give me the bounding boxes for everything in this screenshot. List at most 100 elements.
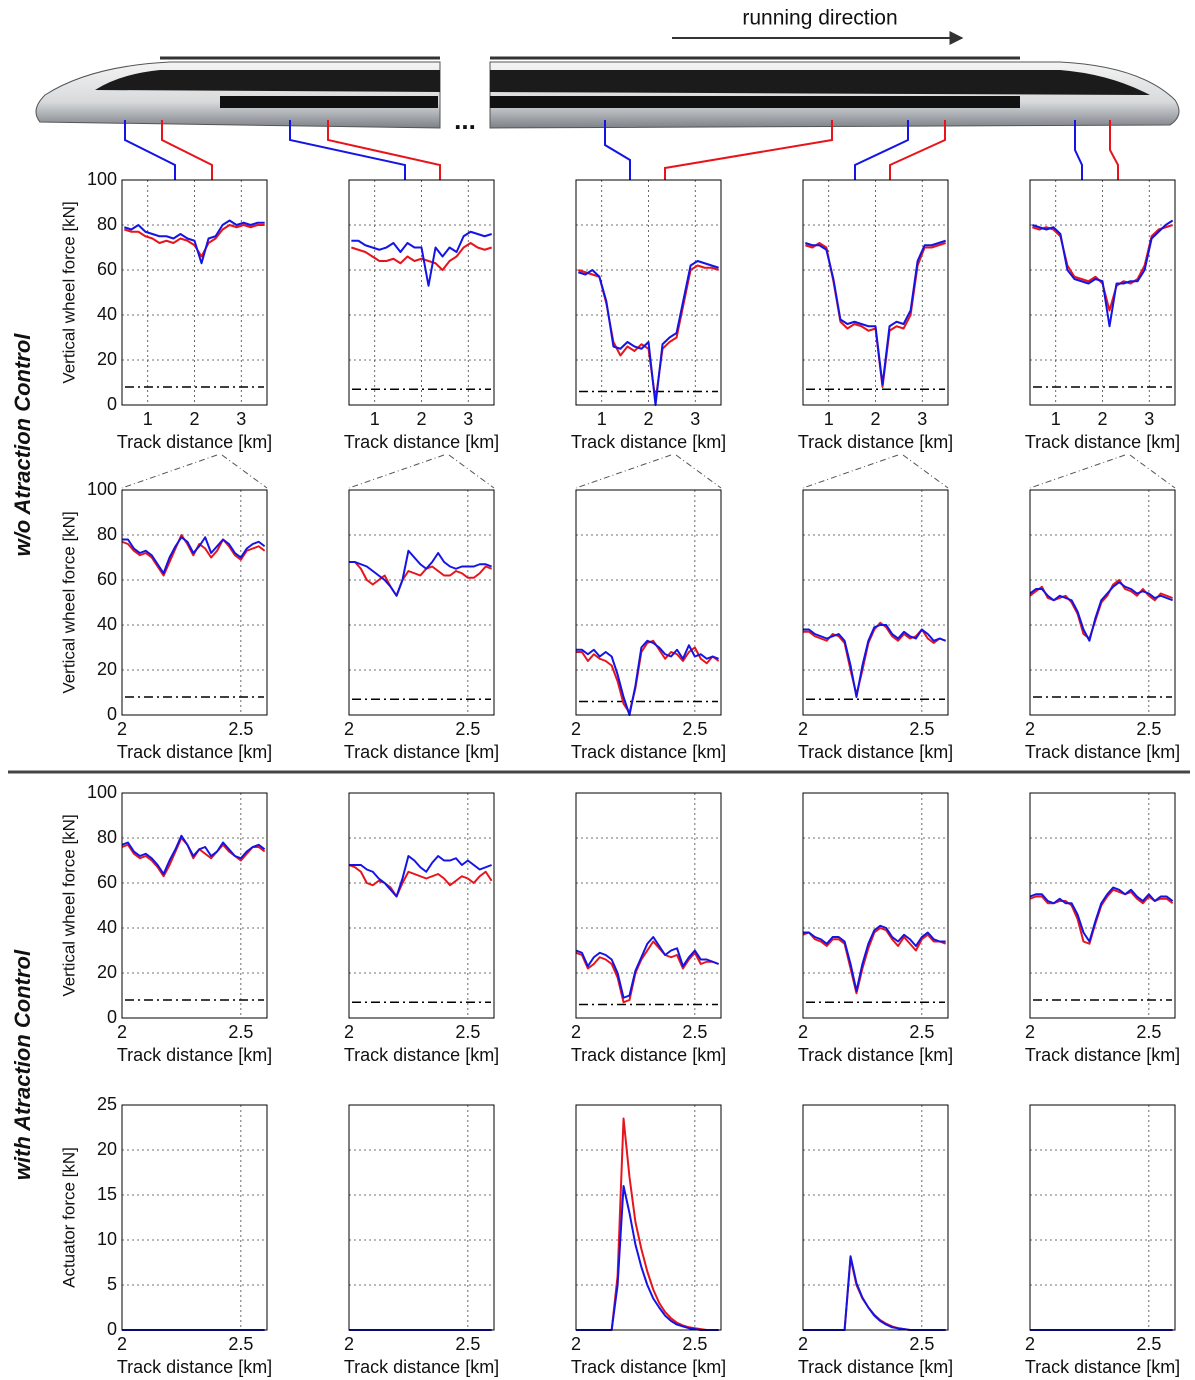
- x-tick-label: 2: [571, 1022, 581, 1042]
- plot-area: [122, 490, 267, 715]
- x-tick-label: 2.5: [455, 1022, 480, 1042]
- plot-frame: [1029, 489, 1176, 716]
- group-label: w/o Atraction Control: [10, 333, 35, 557]
- x-tick-label: 1: [143, 409, 153, 429]
- ellipsis: ...: [454, 105, 476, 135]
- plot-area: [576, 180, 721, 405]
- direction-label: running direction: [742, 7, 897, 30]
- series-line: [349, 855, 492, 898]
- x-tick-label: 2: [416, 409, 426, 429]
- x-tick-label: 2.5: [455, 719, 480, 739]
- plot-area: [349, 793, 494, 1018]
- x-tick-label: 2: [189, 409, 199, 429]
- plot-area: [122, 1105, 267, 1330]
- x-tick-label: 2: [1025, 1022, 1035, 1042]
- plot-area: [803, 180, 948, 405]
- series-line: [578, 260, 719, 406]
- series-line: [803, 624, 946, 698]
- plot-frame: [802, 489, 949, 716]
- group-label: with Atraction Control: [10, 949, 35, 1180]
- plot-frame: [802, 1104, 949, 1331]
- series-line: [121, 534, 266, 577]
- series-line: [121, 837, 266, 878]
- x-tick-label: 2: [117, 1334, 127, 1354]
- zoom-connector: [121, 454, 218, 489]
- x-axis-label: Track distance [km]: [1025, 1357, 1180, 1377]
- x-tick-label: 2: [1025, 719, 1035, 739]
- x-axis-label: Track distance [km]: [798, 1357, 953, 1377]
- plot-frame: [802, 792, 949, 1019]
- plot-frame: [348, 489, 495, 716]
- series-line: [1032, 219, 1174, 328]
- y-tick-label: 40: [97, 917, 117, 937]
- y-tick-label: 20: [97, 1139, 117, 1159]
- x-axis-label: Track distance [km]: [571, 432, 726, 452]
- x-axis-label: Track distance [km]: [571, 1045, 726, 1065]
- y-tick-label: 80: [97, 827, 117, 847]
- x-tick-label: 2: [1025, 1334, 1035, 1354]
- x-tick-label: 2.5: [682, 1334, 707, 1354]
- series-line: [576, 639, 720, 714]
- series-line: [575, 940, 719, 1004]
- plot-frame: [575, 179, 722, 406]
- y-tick-label: 40: [97, 304, 117, 324]
- x-tick-label: 1: [1051, 409, 1061, 429]
- x-tick-label: 2: [117, 1022, 127, 1042]
- x-tick-label: 2: [798, 719, 808, 739]
- y-tick-label: 100: [87, 169, 117, 189]
- series-line: [351, 242, 492, 271]
- x-tick-label: 2.5: [228, 1334, 253, 1354]
- x-axis-label: Track distance [km]: [117, 1357, 272, 1377]
- zoom-connector: [902, 454, 949, 489]
- y-tick-label: 0: [107, 704, 117, 724]
- x-tick-label: 2: [870, 409, 880, 429]
- plot-frame: [348, 1104, 495, 1331]
- plot-frame: [1029, 792, 1176, 1019]
- x-tick-label: 2.5: [909, 1022, 934, 1042]
- x-tick-label: 1: [370, 409, 380, 429]
- series-line: [576, 639, 719, 716]
- x-tick-label: 2.5: [682, 719, 707, 739]
- plot-area: [803, 490, 948, 715]
- x-tick-label: 2: [798, 1334, 808, 1354]
- zoom-connector: [575, 454, 672, 489]
- y-tick-label: 60: [97, 259, 117, 279]
- x-axis-label: Track distance [km]: [798, 742, 953, 762]
- plot-frame: [348, 179, 495, 406]
- y-tick-label: 100: [87, 782, 117, 802]
- x-tick-label: 2.5: [909, 1334, 934, 1354]
- y-axis-label: Vertical wheel force [kN]: [59, 511, 78, 693]
- y-tick-label: 10: [97, 1229, 117, 1249]
- zoom-connector: [448, 454, 495, 489]
- plot-area: [576, 1105, 721, 1330]
- y-tick-label: 0: [107, 1319, 117, 1339]
- x-tick-label: 2.5: [228, 719, 253, 739]
- zoom-connector: [348, 454, 445, 489]
- zoom-connector: [221, 454, 268, 489]
- plot-frame: [1029, 1104, 1176, 1331]
- series-line: [349, 561, 492, 597]
- plot-frame: [575, 792, 722, 1019]
- plot-frame: [575, 1104, 722, 1331]
- series-line: [349, 549, 492, 597]
- plot-frame: [802, 179, 949, 406]
- plot-frame: [575, 489, 722, 716]
- x-axis-label: Track distance [km]: [117, 742, 272, 762]
- x-tick-label: 3: [690, 409, 700, 429]
- series-line: [805, 239, 946, 386]
- x-axis-label: Track distance [km]: [1025, 432, 1180, 452]
- y-axis-label: Actuator force [kN]: [59, 1147, 78, 1288]
- x-tick-label: 2: [643, 409, 653, 429]
- y-axis-label: Vertical wheel force [kN]: [59, 814, 78, 996]
- x-tick-label: 3: [236, 409, 246, 429]
- y-tick-label: 40: [97, 614, 117, 634]
- y-tick-label: 60: [97, 872, 117, 892]
- x-axis-label: Track distance [km]: [571, 742, 726, 762]
- plot-frame: [121, 179, 268, 406]
- x-tick-label: 3: [463, 409, 473, 429]
- series-line: [351, 230, 492, 287]
- x-tick-label: 1: [597, 409, 607, 429]
- plot-area: [349, 180, 494, 405]
- x-axis-label: Track distance [km]: [798, 432, 953, 452]
- zoom-connector: [1129, 454, 1176, 489]
